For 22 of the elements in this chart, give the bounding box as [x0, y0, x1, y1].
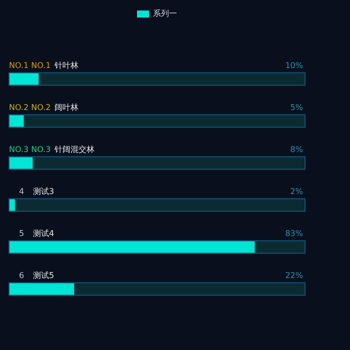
annotation: NO.3 NO.3 [9, 144, 51, 154]
annotation: 6 [19, 270, 24, 280]
annotation: NO.2 NO.2 [9, 102, 51, 112]
y-tick-label: 测试4 [33, 228, 54, 238]
y-tick-label: 测试3 [33, 186, 54, 196]
data-label: 83% [285, 228, 304, 238]
bar [9, 72, 39, 86]
annotation: 5 [19, 228, 24, 238]
legend-label: 系列一 [153, 9, 177, 18]
data-label: 5% [290, 102, 304, 112]
y-tick-label: 阔叶林 [54, 102, 79, 112]
y-tick-label: 针阔混交林 [54, 144, 95, 154]
y-tick-label: 针叶林 [54, 60, 79, 70]
bar [9, 282, 74, 296]
annotation: 4 [19, 186, 24, 196]
data-label: 2% [290, 186, 304, 196]
y-tick-label: 测试5 [33, 270, 54, 280]
data-label: 10% [285, 60, 304, 70]
data-label: 8% [290, 144, 304, 154]
annotation: NO.1 NO.1 [9, 60, 51, 70]
data-label: 22% [285, 270, 304, 280]
bar [9, 156, 33, 170]
